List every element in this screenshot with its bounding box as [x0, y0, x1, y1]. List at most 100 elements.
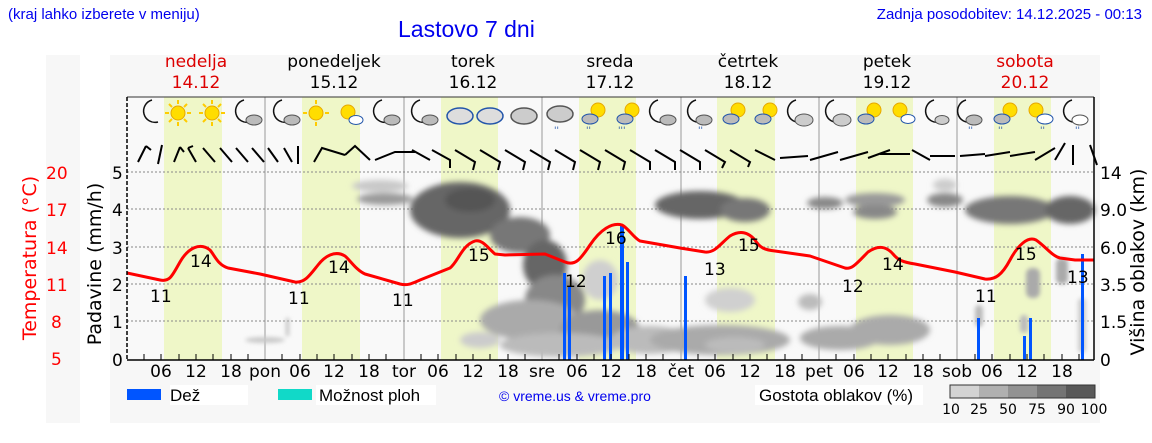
svg-text:12: 12: [565, 272, 587, 292]
sun-cloud-rain-icon: ''': [616, 102, 640, 136]
svg-text:90: 90: [1057, 402, 1075, 418]
sun-cloud-icon: [857, 102, 882, 125]
svg-text:15: 15: [738, 236, 760, 256]
svg-text:9.0: 9.0: [1100, 201, 1127, 221]
sun-icon: [303, 100, 329, 126]
svg-text:11: 11: [46, 276, 68, 296]
svg-text:11: 11: [150, 287, 172, 307]
svg-text:06: 06: [566, 362, 588, 382]
svg-text:18: 18: [635, 362, 657, 382]
svg-text:5: 5: [112, 164, 123, 184]
svg-text:tor: tor: [392, 362, 416, 382]
svg-text:06: 06: [981, 362, 1003, 382]
x-minor-ticks: [143, 354, 1080, 360]
temperature-line: [126, 222, 1094, 287]
svg-text:'': '': [998, 126, 1003, 136]
svg-text:12: 12: [1016, 362, 1038, 382]
day-label-saturday: sobota 20.12: [996, 52, 1054, 93]
rain-legend-label: Dež: [170, 386, 201, 405]
sun-icon: [165, 100, 191, 126]
svg-text:12: 12: [185, 362, 207, 382]
svg-text:6.0: 6.0: [1100, 239, 1127, 259]
precip-axis-label: Padavine (mm/h): [84, 183, 106, 346]
day-label-tuesday: torek 16.12: [448, 52, 498, 93]
day-label-thursday: četrtek 18.12: [717, 52, 779, 93]
svg-text:0: 0: [1100, 351, 1111, 371]
weather-icons: '' '' ''' '' '' '' '' '': [142, 99, 1089, 136]
location-hint[interactable]: (kraj lahko izberete v meniju): [8, 6, 200, 23]
svg-text:13: 13: [1067, 268, 1089, 288]
moon-cloud-rain-icon: '': [956, 99, 983, 136]
temperature-axis-label: Temperatura (°C): [19, 176, 41, 341]
cloud-icon: [446, 107, 474, 125]
svg-text:12: 12: [842, 277, 864, 297]
svg-text:sob: sob: [942, 362, 972, 382]
copyright-link[interactable]: © vreme.us & vreme.pro: [499, 388, 651, 404]
svg-text:13: 13: [704, 260, 726, 280]
svg-text:''': ''': [618, 126, 625, 136]
svg-text:06: 06: [843, 362, 865, 382]
svg-text:06: 06: [150, 362, 172, 382]
svg-text:18: 18: [497, 362, 519, 382]
svg-text:06: 06: [289, 362, 311, 382]
temperature-labels: 11 14 11 14 11 15 12 16 13 15 12 14 11 1…: [150, 229, 1089, 311]
storm-legend-swatch: [278, 389, 312, 400]
temperature-axis-panel: [46, 55, 80, 423]
svg-text:100: 100: [1081, 402, 1108, 418]
svg-text:'': '': [1075, 126, 1080, 136]
cloud-height-axis-label: Višina oblakov (km): [1127, 169, 1149, 356]
moon-cloud-icon: [234, 99, 263, 126]
svg-text:18: 18: [774, 362, 796, 382]
svg-text:14: 14: [1100, 164, 1122, 184]
sun-cloud-rain-icon: '': [1028, 102, 1054, 136]
svg-text:'': '': [968, 126, 973, 136]
cloud-density-scale: [949, 384, 1096, 399]
cloud-icon: [510, 107, 538, 125]
svg-text:12: 12: [462, 362, 484, 382]
svg-text:12: 12: [600, 362, 622, 382]
sun-cloud-rain-icon: '': [993, 102, 1018, 136]
svg-text:čet: čet: [668, 362, 695, 382]
svg-text:18: 18: [220, 362, 242, 382]
svg-text:50: 50: [999, 402, 1017, 418]
day-label-friday: petek 19.12: [862, 52, 912, 93]
sun-icon: [199, 100, 225, 126]
svg-text:'': '': [586, 126, 591, 136]
svg-text:18: 18: [912, 362, 934, 382]
cloud-icon: [476, 107, 504, 125]
temperature-ticks: 20 17 14 11 8 5: [46, 164, 68, 370]
last-update: Zadnja posodobitev: 14.12.2025 - 00:13: [876, 6, 1142, 23]
svg-text:sre: sre: [529, 362, 555, 382]
svg-text:'': '': [698, 126, 703, 136]
sun-cloud-icon: [754, 102, 778, 125]
svg-text:11: 11: [392, 291, 414, 311]
moon-cloud-icon: [924, 99, 950, 125]
svg-text:0: 0: [112, 351, 123, 371]
precip-ticks: 5 4 3 2 1 0: [112, 164, 123, 371]
svg-text:5: 5: [51, 350, 62, 370]
sun-cloud-rain-icon: '': [581, 102, 606, 136]
svg-text:17: 17: [46, 201, 68, 221]
svg-text:12: 12: [739, 362, 761, 382]
svg-text:3: 3: [112, 239, 123, 259]
rain-bars: [563, 225, 1084, 360]
svg-text:1: 1: [112, 313, 123, 333]
svg-text:18: 18: [358, 362, 380, 382]
moon-cloud-icon: [272, 99, 301, 126]
svg-text:3.5: 3.5: [1100, 276, 1127, 296]
svg-text:pet: pet: [805, 362, 833, 382]
moon-cloud-icon: [786, 99, 814, 127]
svg-text:12: 12: [323, 362, 345, 382]
cloud-density-label: Gostota oblakov (%): [759, 386, 914, 405]
sun-cloud-icon: [892, 102, 916, 124]
day-label-monday: ponedeljek 15.12: [287, 52, 381, 93]
svg-text:15: 15: [468, 246, 490, 266]
cloud-height-ticks: 14 9.0 6.0 3.5 1.5 0: [1100, 164, 1127, 371]
cloud-rain-icon: '': [546, 105, 574, 136]
svg-text:25: 25: [970, 402, 988, 418]
x-tick-labels: 06 12 18 pon 06 12 18 tor 06 12 18 sre 0…: [150, 362, 1073, 382]
svg-text:'': '': [1040, 126, 1045, 136]
svg-text:11: 11: [288, 289, 310, 309]
svg-text:14: 14: [882, 255, 904, 275]
